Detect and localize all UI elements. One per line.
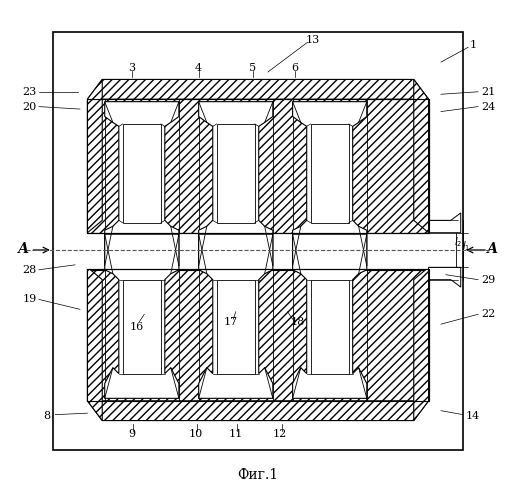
Text: 13: 13 xyxy=(305,35,319,45)
Polygon shape xyxy=(199,102,273,266)
Text: 12: 12 xyxy=(273,429,287,439)
Text: А: А xyxy=(18,242,29,256)
Polygon shape xyxy=(429,213,461,233)
Polygon shape xyxy=(87,401,429,420)
Text: 11: 11 xyxy=(229,429,243,439)
Bar xyxy=(123,280,161,374)
Polygon shape xyxy=(293,234,367,398)
Text: 4: 4 xyxy=(195,63,202,73)
Bar xyxy=(217,280,255,374)
Polygon shape xyxy=(87,268,102,420)
Text: 9: 9 xyxy=(128,429,136,439)
Text: 17: 17 xyxy=(224,316,238,326)
Text: 23: 23 xyxy=(22,87,37,97)
Text: 14: 14 xyxy=(466,410,480,420)
Bar xyxy=(87,270,429,401)
Polygon shape xyxy=(105,234,179,398)
Text: 8: 8 xyxy=(43,410,50,420)
Bar xyxy=(311,124,349,223)
Text: 3: 3 xyxy=(128,63,136,73)
Text: $l_1$: $l_1$ xyxy=(462,239,470,253)
Bar xyxy=(217,124,255,223)
Text: 18: 18 xyxy=(291,316,304,326)
Text: 6: 6 xyxy=(292,63,299,73)
Polygon shape xyxy=(87,80,429,99)
Text: 10: 10 xyxy=(189,429,203,439)
Bar xyxy=(87,99,429,232)
Text: 28: 28 xyxy=(22,265,37,275)
Polygon shape xyxy=(429,268,461,287)
Text: 1: 1 xyxy=(470,40,477,50)
Text: 29: 29 xyxy=(481,274,495,284)
Polygon shape xyxy=(199,234,273,398)
Bar xyxy=(87,232,429,269)
Text: 24: 24 xyxy=(481,102,495,112)
Text: 19: 19 xyxy=(22,294,37,304)
Text: 20: 20 xyxy=(22,102,37,112)
Polygon shape xyxy=(293,102,367,266)
Bar xyxy=(311,280,349,374)
Polygon shape xyxy=(414,80,429,233)
Text: Фиг.1: Фиг.1 xyxy=(237,468,279,482)
Text: 22: 22 xyxy=(481,310,495,320)
Text: 5: 5 xyxy=(250,63,256,73)
Polygon shape xyxy=(414,268,429,420)
Text: $l_2$: $l_2$ xyxy=(454,236,462,250)
Polygon shape xyxy=(87,80,102,233)
Text: А: А xyxy=(487,242,498,256)
Text: 16: 16 xyxy=(130,322,144,332)
Bar xyxy=(53,32,463,451)
Bar xyxy=(123,124,161,223)
Text: 21: 21 xyxy=(481,87,495,97)
Polygon shape xyxy=(105,102,179,266)
